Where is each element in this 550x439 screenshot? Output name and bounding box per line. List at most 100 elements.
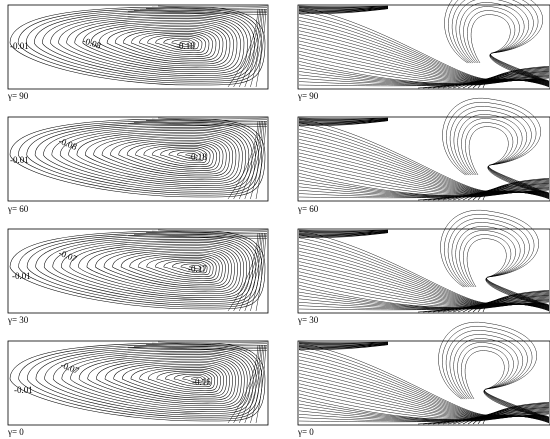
isotherm [427, 187, 550, 201]
streamline [52, 350, 251, 412]
temperature-caption: γ= 0 [297, 427, 314, 437]
isotherm [437, 74, 550, 89]
isotherm [452, 183, 550, 201]
isotherm [298, 349, 550, 423]
streamline [106, 26, 224, 63]
streamline [103, 248, 232, 289]
streamline [233, 344, 260, 424]
isotherm [298, 341, 389, 343]
streamline [233, 120, 260, 200]
streamline [78, 355, 242, 407]
streamline [157, 341, 268, 344]
streamline [168, 149, 204, 162]
streamline [171, 39, 196, 48]
streamline [238, 120, 262, 200]
isotherm [437, 298, 550, 313]
streamline [18, 232, 263, 308]
streamline [139, 121, 268, 124]
streamline [182, 375, 207, 384]
streamline [151, 118, 268, 121]
isotherm [452, 71, 550, 89]
streamline [233, 8, 260, 88]
isotherm [298, 231, 389, 236]
isotherm [432, 299, 550, 313]
isotherm [477, 290, 550, 313]
isotherm [298, 13, 550, 87]
streamline [9, 6, 266, 86]
streamline [122, 29, 217, 59]
isotherm [298, 230, 389, 234]
isotherm [427, 75, 550, 89]
isotherm [477, 402, 550, 425]
plume-contour [459, 2, 547, 82]
streamline [172, 261, 208, 274]
isotherm [298, 232, 389, 238]
mid-contour-label: -0.07 [57, 248, 79, 264]
plume-contour [459, 230, 547, 306]
streamline [250, 232, 265, 312]
temperature-contours [298, 321, 550, 425]
temperature-caption: γ= 90 [297, 91, 319, 101]
temperature-panel-2 [297, 97, 550, 202]
streamline [17, 8, 262, 84]
isotherm [298, 6, 389, 8]
streamline [101, 136, 230, 177]
plume-contour [461, 118, 547, 194]
streamline [145, 119, 268, 122]
isotherm [482, 402, 550, 425]
isotherm [298, 342, 389, 346]
streamline [238, 344, 262, 424]
isotherm [442, 297, 550, 313]
streamline [98, 24, 227, 65]
mid-contour-label: -0.07 [59, 360, 81, 376]
streamline [87, 357, 239, 405]
streamline [120, 251, 226, 285]
streamline [151, 342, 268, 345]
plume-contour [444, 213, 547, 306]
isotherm [298, 119, 389, 123]
panel-frame [297, 340, 550, 426]
isotherm [298, 6, 389, 10]
gamma-label: γ= 60 [7, 204, 29, 214]
streamline [244, 232, 264, 312]
isotherm [298, 44, 550, 85]
streamfunction-panel-3: -0.01 -0.07 -0.17 [7, 228, 269, 314]
streamline [68, 130, 243, 184]
streamline [139, 9, 268, 12]
streamline [86, 245, 238, 293]
plume-contour [453, 338, 547, 418]
isotherm [298, 230, 389, 233]
streamline [145, 231, 268, 234]
streamline [66, 18, 241, 72]
streamline [118, 139, 224, 173]
isotherm [298, 343, 389, 348]
isotherm [472, 291, 550, 313]
streamline [70, 354, 245, 408]
isotherm [298, 118, 389, 120]
streamline [52, 238, 251, 300]
isotherm [298, 343, 389, 349]
edge-contour-label: -0.01 [14, 385, 33, 395]
isotherm [298, 119, 389, 124]
isotherm [432, 411, 550, 425]
streamline [127, 347, 268, 351]
plume-contour [468, 126, 547, 194]
streamline [95, 247, 235, 291]
streamline [250, 120, 265, 200]
isotherm [482, 290, 550, 313]
isotherm [298, 8, 389, 14]
isotherm [482, 178, 550, 201]
streamline [143, 144, 214, 167]
isotherm [462, 181, 550, 201]
plume-contour [453, 110, 547, 194]
streamline [227, 8, 259, 88]
isotherm [298, 120, 389, 126]
streamline [244, 120, 264, 200]
streamline [185, 153, 198, 158]
streamline [151, 6, 268, 9]
isotherm [467, 180, 550, 201]
edge-contour-label: -0.01 [12, 271, 31, 281]
streamline [255, 120, 267, 200]
isotherm [298, 6, 389, 10]
isotherm [442, 73, 550, 89]
